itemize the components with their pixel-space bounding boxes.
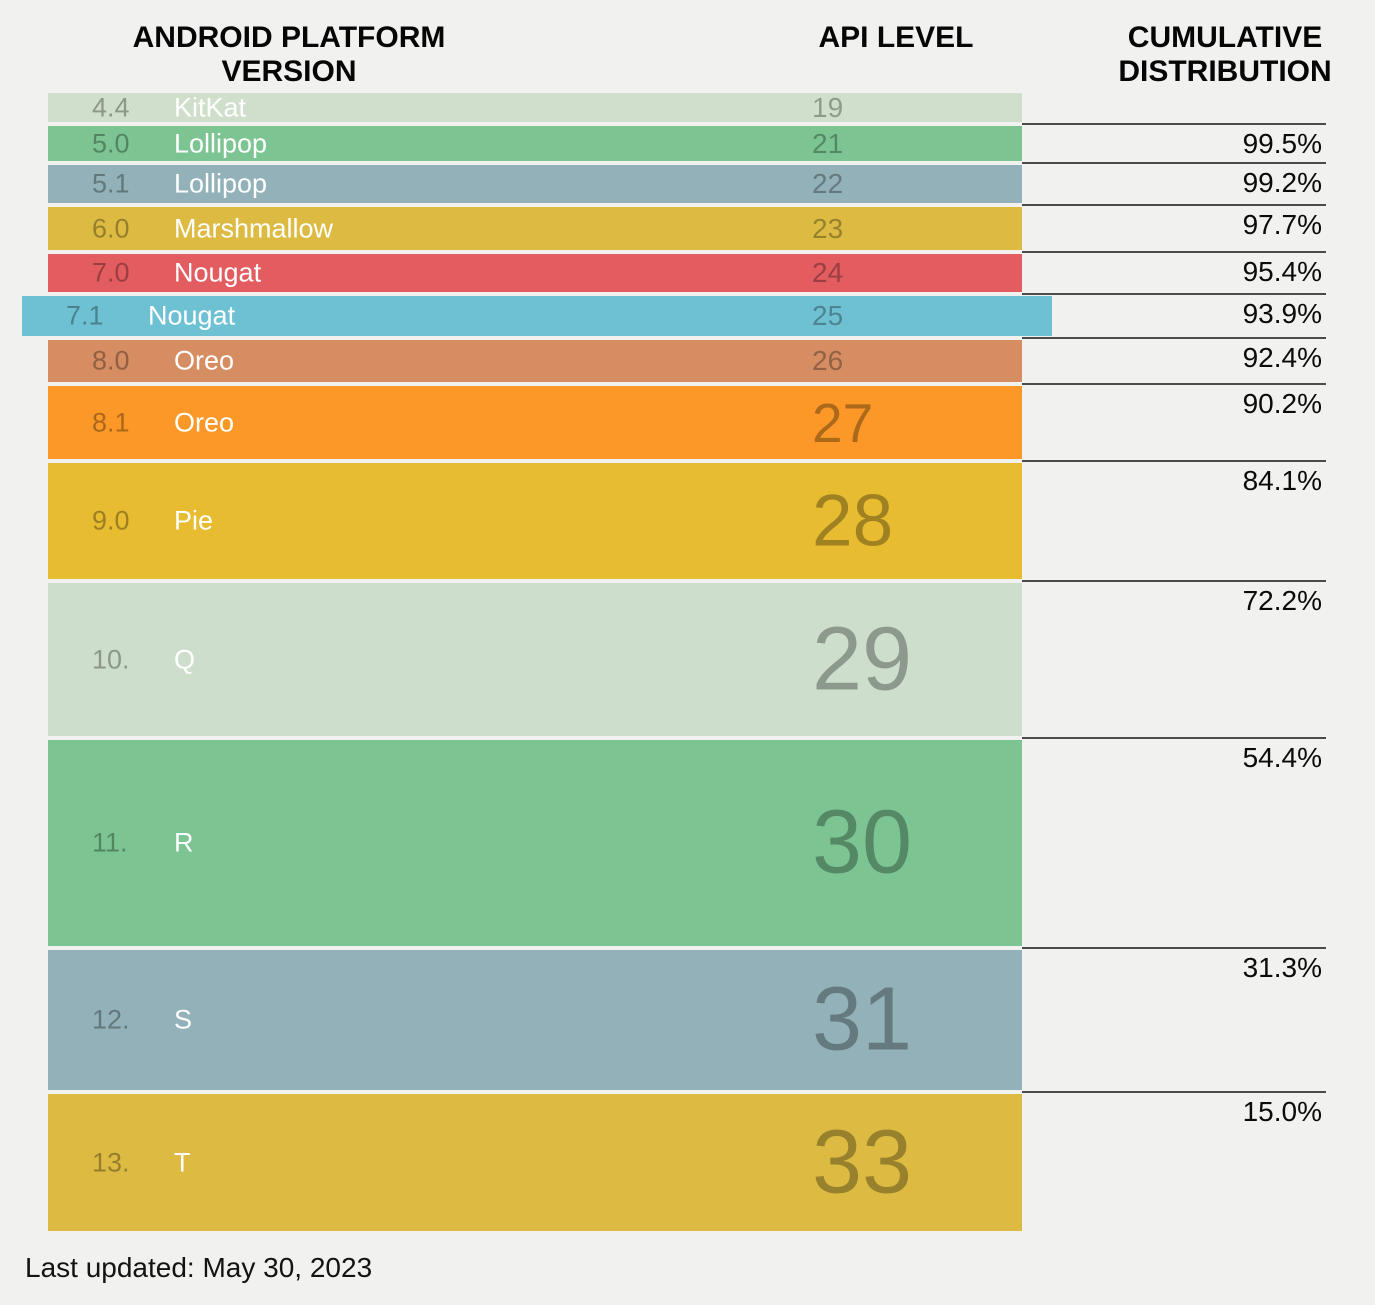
cumulative-separator-line [1022, 383, 1326, 385]
cumulative-separator-line [1022, 737, 1326, 739]
version-name: Lollipop [174, 168, 268, 199]
cumulative-separator-line [1022, 337, 1326, 339]
version-row-api-27[interactable]: 8.1 Oreo 27 [48, 386, 1022, 459]
cumulative-separator-line [1022, 1091, 1326, 1093]
version-row-api-31[interactable]: 12. S 31 [48, 950, 1022, 1090]
cumulative-distribution-value: 97.7% [1242, 209, 1322, 240]
cumulative-distribution-value: 72.2% [1242, 585, 1322, 616]
version-name: R [174, 827, 194, 858]
api-level-value: 29 [812, 609, 913, 709]
cumulative-separator-line [1022, 162, 1326, 164]
version-name: S [174, 1004, 193, 1035]
api-level-value: 33 [812, 1112, 913, 1212]
cumulative-separator-line [1022, 580, 1326, 582]
column-header-android-platform-version: ANDROID PLATFORM VERSION [132, 21, 446, 88]
version-name: KitKat [174, 92, 247, 122]
api-level-value: 23 [812, 212, 844, 244]
cumulative-distribution-value: 99.5% [1242, 128, 1322, 159]
api-level-value: 24 [812, 257, 844, 288]
version-number: 13. [92, 1147, 130, 1177]
api-level-value: 25 [812, 300, 844, 331]
cumulative-distribution-value: 99.2% [1242, 167, 1322, 198]
api-level-value: 28 [812, 480, 894, 562]
version-number: 6.0 [92, 213, 130, 243]
version-name: Marshmallow [174, 213, 334, 243]
version-name: Oreo [174, 345, 235, 376]
api-level-value: 31 [812, 969, 913, 1070]
version-name: T [174, 1147, 191, 1177]
version-row-api-21[interactable]: 5.0 Lollipop 21 [48, 126, 1022, 161]
last-updated-label: Last updated: May 30, 2023 [25, 1252, 373, 1283]
version-row-api-33[interactable]: 13. T 33 [48, 1094, 1022, 1231]
cumulative-distribution-value: 90.2% [1242, 388, 1322, 419]
version-name: Oreo [174, 407, 235, 437]
version-number: 11. [92, 827, 128, 858]
api-level-value: 26 [812, 345, 844, 376]
cumulative-separator-line [1022, 204, 1326, 206]
column-header-cumulative-distribution: CUMULATIVE DISTRIBUTION [1118, 21, 1332, 88]
cumulative-distribution-value: 95.4% [1242, 256, 1322, 287]
version-number: 7.1 [66, 300, 104, 331]
cumulative-distribution-value: 84.1% [1242, 465, 1322, 496]
api-level-value: 22 [812, 168, 844, 199]
cumulative-distribution-value: 54.4% [1242, 742, 1322, 773]
version-number: 10. [92, 644, 130, 674]
version-name: Lollipop [174, 128, 268, 158]
version-number: 9.0 [92, 505, 130, 536]
version-number: 12. [92, 1004, 130, 1035]
version-number: 5.0 [92, 128, 130, 158]
version-row-api-19[interactable]: 4.4 KitKat 19 [48, 91, 1022, 123]
version-name: Pie [174, 505, 214, 536]
version-row-api-22[interactable]: 5.1 Lollipop 22 [48, 165, 1022, 203]
cumulative-separator-line [1022, 251, 1326, 253]
api-level-value: 21 [812, 127, 844, 159]
version-row-api-25-selected[interactable]: 7.1 Nougat 25 [22, 296, 1052, 336]
cumulative-separator-line [1022, 123, 1326, 125]
version-number: 4.4 [92, 92, 130, 122]
version-number: 7.0 [92, 257, 130, 288]
version-number: 8.0 [92, 345, 130, 376]
version-row-api-30[interactable]: 11. R 30 [48, 740, 1022, 946]
cumulative-separator-line [1022, 460, 1326, 462]
cumulative-separator-line [1022, 293, 1326, 295]
version-name: Q [174, 644, 196, 674]
version-row-api-24[interactable]: 7.0 Nougat 24 [48, 254, 1022, 292]
version-name: Nougat [148, 300, 236, 331]
cumulative-separator-line [1022, 947, 1326, 949]
cumulative-distribution-value: 31.3% [1242, 952, 1322, 983]
api-level-value: 30 [812, 792, 913, 893]
cumulative-distribution-value: 93.9% [1242, 298, 1322, 329]
cumulative-distribution-value: 15.0% [1242, 1096, 1322, 1127]
column-header-api-level: API LEVEL [818, 21, 974, 54]
api-level-value: 27 [812, 391, 874, 454]
version-number: 8.1 [92, 407, 130, 437]
cumulative-distribution-value: 92.4% [1242, 342, 1322, 373]
api-level-value: 19 [812, 91, 844, 123]
version-row-api-26[interactable]: 8.0 Oreo 26 [48, 340, 1022, 382]
version-number: 5.1 [92, 168, 130, 199]
version-name: Nougat [174, 257, 262, 288]
version-row-api-23[interactable]: 6.0 Marshmallow 23 [48, 207, 1022, 250]
version-row-api-28[interactable]: 9.0 Pie 28 [48, 463, 1022, 579]
version-row-api-29[interactable]: 10. Q 29 [48, 583, 1022, 736]
